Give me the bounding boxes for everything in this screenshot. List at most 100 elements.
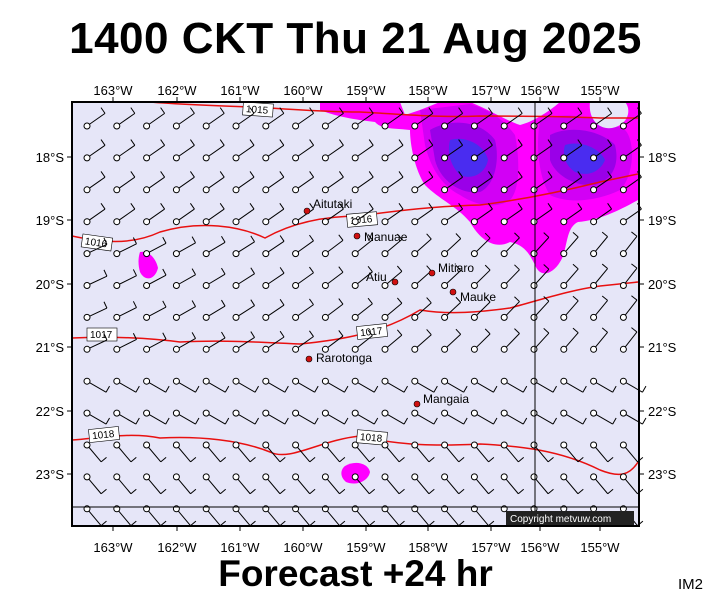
wind-barb: [113, 473, 137, 495]
wind-barb: [470, 171, 493, 194]
place-mauke: Mauke: [449, 288, 496, 304]
wind-barb: [560, 107, 583, 130]
wind-barb: [351, 329, 373, 353]
wind-barb: [83, 409, 110, 425]
wind-barb: [232, 377, 259, 393]
wind-barb: [202, 441, 227, 463]
lat-label: 22°S: [36, 404, 65, 419]
lat-label: 22°S: [648, 404, 677, 419]
wind-barb: [321, 203, 344, 226]
wind-barb: [411, 107, 434, 130]
wind-barb: [172, 300, 196, 321]
wind-barb: [411, 409, 438, 425]
lat-label: 21°S: [36, 340, 65, 355]
wind-barb: [351, 139, 374, 162]
wind-barb: [351, 441, 376, 463]
lon-label: 157°W: [471, 540, 511, 555]
place-aitutaki: Aitutaki: [303, 197, 352, 215]
wind-barb: [351, 107, 374, 130]
wind-barb: [232, 409, 259, 425]
wind-barb: [172, 377, 200, 393]
wind-barb: [262, 235, 285, 258]
wind-barb: [411, 233, 432, 258]
wind-barb: [321, 377, 349, 393]
isobar-labels: 1015 1016 1016 1017 1017 1018 1018: [80, 101, 388, 446]
wind-barb: [381, 265, 403, 289]
wind-barb: [560, 139, 583, 162]
wind-barb: [351, 171, 374, 194]
wind-barb: [530, 107, 553, 130]
wind-barb: [83, 301, 108, 321]
lat-label: 19°S: [36, 213, 65, 228]
wind-barb: [500, 203, 523, 226]
lon-label: 159°W: [346, 540, 386, 555]
wind-barb: [292, 330, 314, 353]
wind-barb: [202, 236, 226, 258]
wind-barb: [83, 107, 106, 130]
lon-label: 159°W: [346, 83, 386, 98]
wind-barb: [202, 107, 225, 130]
place-mangaia: Mangaia: [413, 392, 469, 408]
wind-barb: [83, 171, 106, 194]
wind-barb: [292, 203, 315, 226]
wind-barb: [411, 329, 432, 353]
wind-barb: [500, 296, 520, 321]
place-label: Manuae: [364, 230, 408, 244]
wind-barb: [83, 333, 108, 353]
wind-barb: [441, 296, 462, 321]
wind-barb: [470, 441, 495, 463]
copyright-box: [506, 511, 634, 525]
wind-barb: [321, 409, 349, 425]
wind-barb: [381, 233, 403, 258]
lon-label: 163°W: [93, 83, 133, 98]
wind-barb: [262, 267, 285, 289]
wind-barb: [232, 331, 255, 353]
wind-barb: [143, 441, 167, 463]
wind-barb: [619, 231, 638, 258]
wind-barb: [560, 263, 579, 289]
wind-barb: [470, 203, 493, 226]
wind-barb: [262, 473, 286, 495]
wind-barb: [590, 473, 614, 495]
wind-barb: [113, 203, 136, 226]
place-label: Rarotonga: [316, 351, 372, 365]
wind-barb: [381, 171, 404, 194]
wind-barb: [232, 267, 255, 289]
wind-barb: [321, 298, 344, 321]
wind-barb: [560, 441, 584, 463]
wind-barb: [590, 263, 608, 289]
wind-barb: [470, 328, 491, 353]
wind-barb: [113, 409, 140, 425]
wind-barb: [262, 377, 289, 393]
wind-barb: [470, 139, 493, 162]
wind-barb: [381, 473, 405, 495]
isobar-label-text: 1018: [359, 432, 383, 445]
wind-barb: [441, 473, 465, 495]
wind-barb: [172, 107, 195, 130]
wind-barb: [441, 441, 465, 463]
place-mitiaro: Mitiaro: [428, 261, 474, 277]
wind-barb: [292, 171, 315, 194]
wind-barb: [143, 171, 166, 194]
lon-label: 156°W: [520, 540, 560, 555]
place-marker: [391, 278, 399, 286]
wind-barb: [560, 295, 579, 321]
wind-barb: [321, 330, 344, 353]
lat-label: 20°S: [648, 277, 677, 292]
place-label: Mangaia: [423, 392, 469, 406]
wind-barb: [143, 203, 166, 226]
lat-label: 19°S: [648, 213, 677, 228]
wind-barb: [500, 473, 525, 495]
wind-barb: [232, 441, 256, 463]
wind-barb: [113, 441, 137, 463]
wind-barb: [232, 171, 255, 194]
wind-barb: [172, 409, 200, 425]
wind-barb: [619, 295, 638, 321]
wind-barb: [500, 441, 525, 463]
places-layer: Aitutaki Manuae Mitiaro Atiu Mauke Rarot…: [303, 197, 496, 408]
wind-barb: [470, 264, 491, 289]
wind-barb: [321, 505, 346, 527]
isobar-label-text: 1017: [90, 330, 113, 341]
wind-barb: [262, 409, 289, 425]
wind-barb: [172, 473, 197, 495]
